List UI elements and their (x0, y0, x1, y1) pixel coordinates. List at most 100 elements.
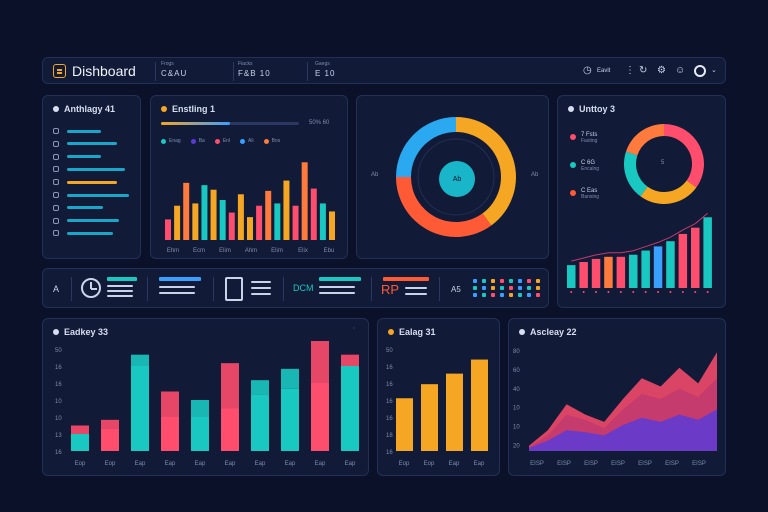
x-tick-label: Ecm (193, 248, 205, 254)
bar-chart: Ehm Ecm Elim Ahm Elim Elix Ebu (165, 162, 335, 254)
strip-metric-bar (319, 277, 361, 281)
bar-marker (694, 291, 697, 293)
y-tick-label: 16 (55, 450, 62, 456)
legend-sub: Encalng (581, 166, 600, 172)
nav-item-bar (67, 155, 101, 159)
status-dot (518, 293, 522, 297)
y-tick-label: 18 (386, 433, 393, 439)
bar (678, 233, 688, 288)
nav-item[interactable] (53, 166, 125, 173)
legend-label: C 6G (581, 160, 596, 166)
status-dot (491, 286, 495, 290)
status-dot (500, 293, 504, 297)
nav-item[interactable] (53, 153, 101, 160)
more-icon[interactable]: ⋅ (353, 326, 355, 332)
user-label[interactable]: Eavit (597, 68, 611, 74)
bar-segment (341, 354, 359, 366)
bar (666, 241, 675, 288)
x-tick-label: EISP (692, 461, 706, 467)
nav-item-bar (67, 180, 117, 184)
bar-marker (619, 291, 622, 293)
strip-line (159, 292, 195, 294)
nav-item[interactable] (53, 192, 129, 198)
panel-bullet-icon (388, 329, 394, 335)
bar-segment (341, 366, 359, 451)
chart-legend: Enag Ba Enl Ali Bos (161, 138, 280, 144)
avatar[interactable] (694, 65, 706, 77)
bar-segment (191, 400, 209, 417)
bar (201, 185, 208, 240)
header-divider (155, 62, 156, 81)
y-tick-label: 40 (513, 387, 520, 393)
ring-slice (396, 117, 456, 177)
panel-title: Anthlagy 41 (64, 104, 116, 114)
x-tick-label: Eap (315, 461, 326, 467)
nav-item[interactable] (53, 128, 101, 134)
nav-item-icon (53, 179, 59, 186)
status-dot (509, 279, 513, 283)
bar (292, 205, 299, 240)
status-dot (482, 293, 486, 297)
legend-item: Bos (263, 138, 280, 144)
settings-icon[interactable]: ⚙ (657, 65, 666, 76)
bar-segment (71, 434, 89, 451)
y-tick-label: 50 (386, 348, 393, 354)
chevron-down-icon[interactable]: ⌄ (711, 67, 717, 74)
legend-item: Ba (190, 138, 205, 144)
ring-inner-border (417, 138, 495, 216)
nav-item[interactable] (53, 204, 103, 211)
bar (192, 203, 199, 240)
ring-left-label: Ab (371, 172, 379, 178)
legend-swatch (161, 138, 166, 144)
app-title: Dishboard (72, 63, 136, 79)
x-tick-label: Elix (298, 248, 308, 254)
strip-divider (71, 277, 72, 301)
bar (653, 246, 663, 288)
nav-item-icon (53, 230, 59, 237)
bar-marker (706, 291, 709, 293)
nav-item-icon (53, 192, 59, 198)
status-dot (536, 279, 540, 283)
panel-title: Ealag 31 (399, 327, 436, 337)
x-tick-label: Eap (449, 461, 460, 467)
strip-line (107, 285, 133, 287)
bar (210, 189, 217, 240)
orange-bar-panel: Ealag 31 50 16 16 16 16 18 16 Eop Eop Eap Eap (377, 318, 500, 476)
header-stat-2: Fiacks F&B 10 (238, 61, 271, 78)
legend-swatch (263, 138, 269, 144)
more-icon[interactable]: ⋮ (625, 65, 635, 76)
nav-item[interactable] (53, 179, 117, 186)
nav-item[interactable] (53, 217, 119, 224)
strip-divider (213, 277, 214, 301)
donut-slice (625, 124, 664, 156)
dashboard-logo-icon (53, 64, 66, 78)
x-tick-label: Eap (285, 461, 296, 467)
bar-segment (221, 363, 239, 409)
y-tick-label: 60 (513, 368, 520, 374)
bar-segment (131, 354, 149, 366)
refresh-icon[interactable]: ↻ (639, 65, 648, 76)
y-tick-label: 10 (55, 399, 62, 405)
status-dot (527, 286, 531, 290)
legend-label: Ali (248, 138, 254, 144)
y-tick-label: 13 (55, 433, 62, 439)
notification-icon[interactable]: ☺ (675, 65, 686, 76)
clock-icon[interactable]: ◷ (583, 65, 592, 76)
x-tick-label: Eop (399, 461, 410, 467)
bar (228, 212, 235, 240)
nav-item[interactable] (53, 140, 117, 147)
navigation-panel: Anthlagy 41 (42, 95, 141, 259)
bar-marker (582, 291, 585, 293)
ring-center-label: Ab (439, 161, 475, 197)
status-dot (536, 293, 540, 297)
nav-item[interactable] (53, 230, 113, 237)
legend-swatch (240, 138, 246, 144)
nav-item-bar (67, 206, 103, 210)
bar-segment (101, 428, 119, 451)
bar (629, 254, 638, 288)
y-tick-label: 20 (513, 444, 520, 450)
legend-swatch (190, 138, 196, 144)
bar (641, 250, 650, 288)
y-tick-label: 80 (513, 349, 520, 355)
ring-right-label: Ab (531, 172, 539, 178)
